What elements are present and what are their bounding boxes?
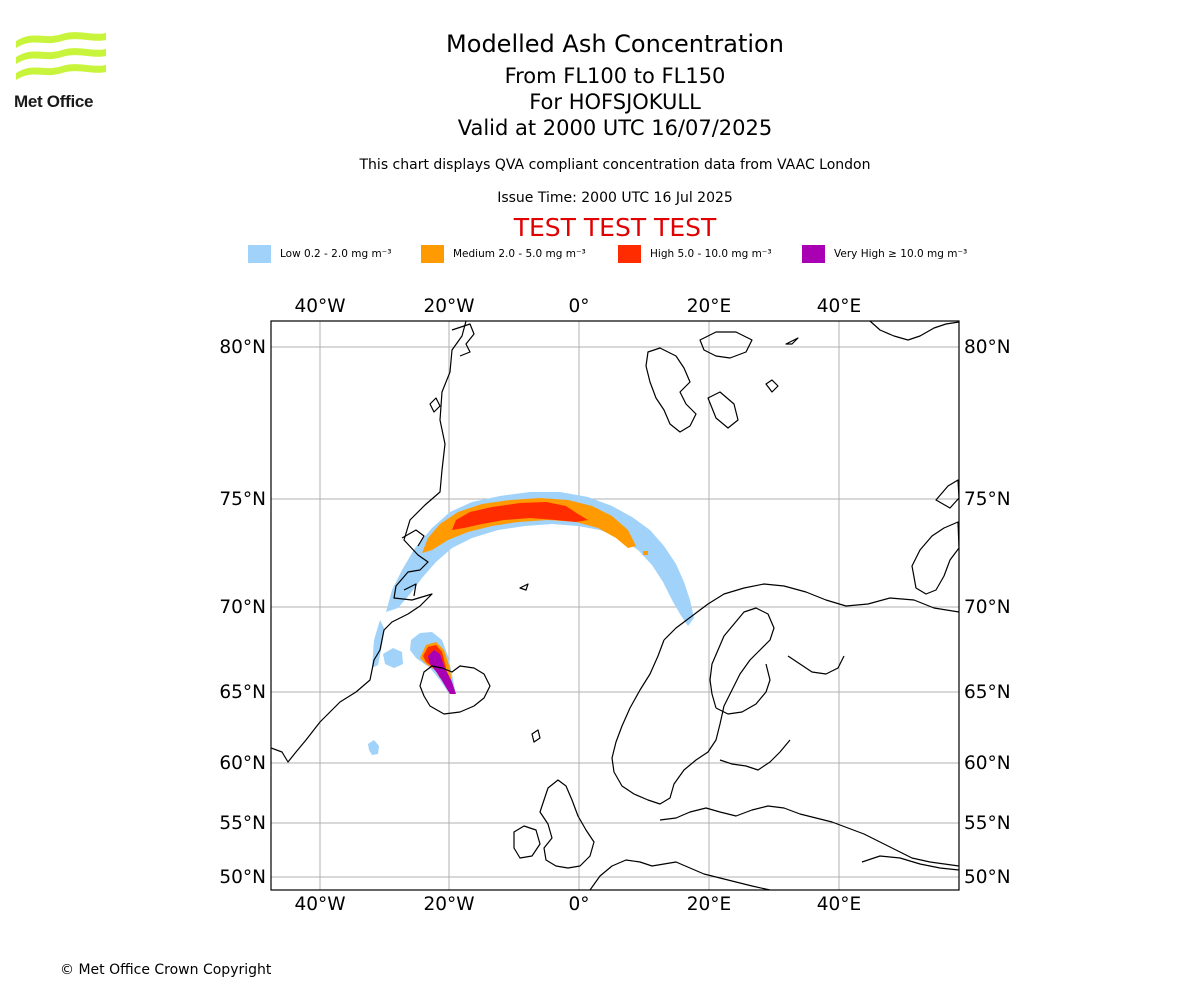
- lat-label-right: 50°N: [964, 867, 1011, 888]
- test-banner: TEST TEST TEST: [513, 213, 717, 242]
- coastlines: [271, 321, 959, 890]
- lon-label-top: 0°: [568, 296, 589, 317]
- lat-label-right: 80°N: [964, 337, 1011, 358]
- lon-label-top: 20°E: [687, 296, 731, 317]
- lon-label-bottom: 40°W: [294, 894, 345, 915]
- lat-label-left: 55°N: [219, 813, 266, 834]
- legend-swatch-low: [248, 245, 271, 263]
- valid-time: Valid at 2000 UTC 16/07/2025: [457, 116, 773, 140]
- legend-label-medium: Medium 2.0 - 5.0 mg m⁻³: [453, 248, 586, 260]
- longitude-labels-bottom: 40°W 20°W 0° 20°E 40°E: [294, 894, 861, 915]
- lat-label-left: 60°N: [219, 753, 266, 774]
- legend-label-high: High 5.0 - 10.0 mg m⁻³: [650, 248, 772, 260]
- legend-item-medium: Medium 2.0 - 5.0 mg m⁻³: [421, 244, 586, 264]
- chart-title: Modelled Ash Concentration: [446, 30, 784, 58]
- lon-label-bottom: 20°E: [687, 894, 731, 915]
- legend-item-very-high: Very High ≥ 10.0 mg m⁻³: [802, 244, 967, 264]
- legend-swatch-very-high: [802, 245, 825, 263]
- latitude-labels-left: 80°N 75°N 70°N 65°N 60°N 55°N 50°N: [219, 337, 266, 888]
- lon-label-bottom: 20°W: [423, 894, 474, 915]
- lat-label-right: 75°N: [964, 489, 1011, 510]
- lat-label-left: 50°N: [219, 867, 266, 888]
- legend-item-low: Low 0.2 - 2.0 mg m⁻³: [248, 244, 391, 264]
- flight-level-range: From FL100 to FL150: [504, 64, 726, 88]
- lat-label-left: 70°N: [219, 597, 266, 618]
- copyright-notice: © Met Office Crown Copyright: [60, 962, 272, 978]
- lat-label-right: 65°N: [964, 682, 1011, 703]
- lon-label-top: 40°E: [817, 296, 861, 317]
- lon-label-bottom: 40°E: [817, 894, 861, 915]
- lat-label-left: 75°N: [219, 489, 266, 510]
- logo-wordmark: Met Office: [14, 92, 94, 111]
- chart-description: This chart displays QVA compliant concen…: [359, 157, 871, 173]
- legend-swatch-high: [618, 245, 641, 263]
- graticule: [271, 321, 959, 890]
- longitude-labels-top: 40°W 20°W 0° 20°E 40°E: [294, 296, 861, 317]
- lat-label-right: 55°N: [964, 813, 1011, 834]
- map-frame: [270, 320, 960, 891]
- legend-label-low: Low 0.2 - 2.0 mg m⁻³: [280, 248, 392, 260]
- issue-time: Issue Time: 2000 UTC 16 Jul 2025: [497, 190, 733, 206]
- met-office-logo: [16, 32, 106, 80]
- lat-label-right: 60°N: [964, 753, 1011, 774]
- volcano-name: For HOFSJOKULL: [529, 90, 701, 114]
- latitude-labels-right: 80°N 75°N 70°N 65°N 60°N 55°N 50°N: [964, 337, 1011, 888]
- lon-label-top: 40°W: [294, 296, 345, 317]
- lat-label-left: 80°N: [219, 337, 266, 358]
- concentration-legend: Low 0.2 - 2.0 mg m⁻³ Medium 2.0 - 5.0 mg…: [0, 244, 1200, 264]
- lon-label-top: 20°W: [423, 296, 474, 317]
- ash-low-region: [368, 492, 694, 755]
- lat-label-left: 65°N: [219, 682, 266, 703]
- lat-label-right: 70°N: [964, 597, 1011, 618]
- legend-swatch-medium: [421, 245, 444, 263]
- ash-very-high-region: [428, 650, 456, 694]
- lon-label-bottom: 0°: [568, 894, 589, 915]
- legend-label-very-high: Very High ≥ 10.0 mg m⁻³: [834, 248, 968, 260]
- legend-item-high: High 5.0 - 10.0 mg m⁻³: [618, 244, 772, 264]
